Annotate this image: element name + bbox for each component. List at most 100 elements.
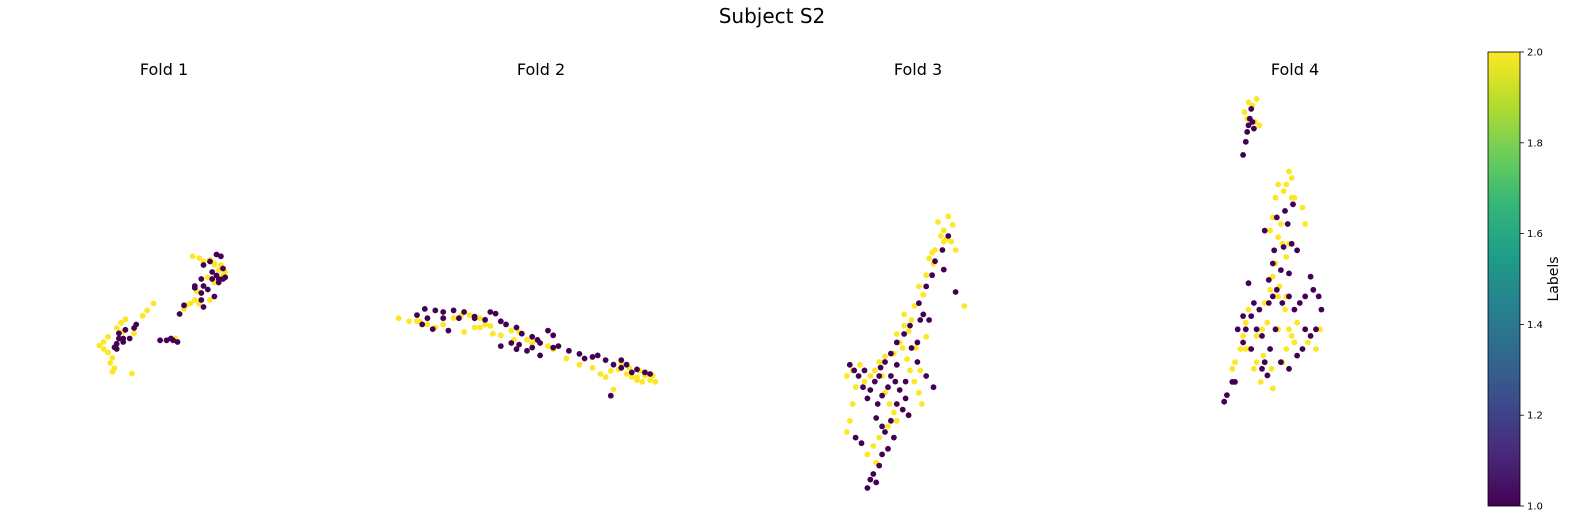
point-label-2	[189, 253, 196, 260]
point-label-1	[908, 345, 915, 351]
point-label-2	[1242, 319, 1249, 326]
point-label-1	[1249, 119, 1256, 125]
panel-title: Fold 1	[140, 60, 188, 79]
point-label-1	[198, 297, 205, 303]
point-label-2	[204, 274, 211, 281]
point-label-1	[873, 415, 880, 421]
point-label-2	[461, 329, 467, 335]
point-label-1	[899, 406, 906, 413]
point-label-2	[1288, 333, 1295, 339]
point-label-2	[867, 373, 874, 379]
point-label-1	[213, 251, 220, 258]
point-label-2	[96, 342, 103, 349]
point-label-1	[860, 384, 866, 391]
point-label-2	[191, 297, 198, 303]
panel-fold-1: Fold 1	[96, 60, 229, 377]
point-label-2	[476, 315, 483, 322]
point-label-2	[940, 227, 947, 234]
point-label-1	[879, 392, 885, 399]
point-label-1	[445, 327, 452, 334]
point-label-2	[211, 262, 218, 268]
point-label-1	[920, 311, 927, 318]
point-label-1	[855, 373, 862, 379]
point-label-1	[1273, 214, 1280, 221]
point-label-1	[1264, 372, 1271, 379]
point-label-1	[907, 322, 913, 329]
point-label-2	[607, 368, 614, 374]
point-label-1	[550, 332, 557, 339]
colorbar-tick-label: 1.8	[1527, 138, 1543, 149]
point-label-2	[1267, 227, 1273, 234]
point-label-1	[1284, 221, 1291, 227]
point-label-1	[879, 451, 885, 458]
point-label-1	[576, 351, 583, 357]
point-label-1	[566, 347, 572, 354]
point-label-2	[647, 377, 653, 384]
point-label-2	[628, 374, 635, 380]
point-label-2	[1302, 221, 1309, 227]
point-label-2	[545, 343, 551, 349]
point-label-1	[647, 371, 653, 377]
point-label-1	[893, 361, 900, 368]
point-label-1	[200, 262, 207, 268]
point-label-2	[1288, 175, 1295, 181]
point-label-1	[1302, 293, 1309, 300]
point-label-2	[490, 330, 496, 337]
point-label-1	[424, 315, 431, 322]
point-label-2	[476, 324, 483, 331]
point-label-2	[1245, 99, 1252, 106]
colorbar: 1.0 1.2 1.4 1.6 1.8 2.0 Labels	[1487, 48, 1562, 513]
point-label-2	[1240, 333, 1246, 339]
point-label-1	[126, 335, 133, 342]
point-label-1	[952, 289, 959, 295]
panel-title: Fold 2	[517, 60, 565, 79]
point-label-2	[144, 307, 151, 314]
point-label-1	[923, 283, 930, 290]
point-label-1	[1302, 326, 1309, 333]
point-label-2	[961, 303, 968, 309]
point-label-1	[1240, 339, 1246, 346]
point-label-1	[926, 317, 932, 323]
point-label-1	[896, 387, 903, 393]
point-label-1	[1253, 326, 1260, 333]
point-label-1	[176, 311, 183, 317]
figure-title: Subject S2	[719, 4, 826, 28]
point-label-1	[1244, 129, 1251, 135]
point-label-2	[207, 297, 213, 303]
point-label-2	[105, 333, 111, 340]
point-label-1	[888, 417, 894, 424]
point-label-1	[1245, 280, 1252, 287]
point-label-1	[914, 339, 921, 346]
point-label-1	[1278, 267, 1284, 273]
point-label-1	[537, 352, 543, 359]
point-label-1	[1267, 346, 1273, 352]
point-label-1	[1271, 247, 1278, 254]
point-label-1	[116, 335, 122, 342]
point-label-2	[395, 315, 402, 322]
point-label-1	[503, 321, 509, 328]
point-label-2	[843, 373, 850, 379]
point-label-2	[1232, 359, 1238, 366]
point-label-1	[1248, 313, 1255, 319]
point-label-2	[885, 423, 891, 430]
point-label-1	[1307, 273, 1314, 280]
point-label-1	[893, 339, 900, 346]
point-label-2	[1317, 326, 1323, 333]
point-label-2	[1305, 339, 1311, 346]
point-label-1	[1221, 398, 1228, 405]
point-label-2	[424, 321, 431, 328]
point-label-1	[213, 272, 220, 279]
point-label-1	[1279, 300, 1286, 306]
point-label-1	[513, 324, 520, 331]
point-label-1	[120, 339, 127, 345]
point-label-1	[945, 233, 952, 239]
point-label-1	[891, 434, 897, 441]
point-label-2	[1283, 181, 1290, 188]
point-label-1	[497, 318, 504, 325]
point-label-2	[1256, 122, 1263, 129]
point-label-1	[1240, 313, 1246, 319]
point-label-1	[871, 378, 878, 385]
point-label-1	[858, 440, 865, 447]
point-label-1	[1288, 240, 1295, 247]
point-label-2	[893, 417, 900, 424]
